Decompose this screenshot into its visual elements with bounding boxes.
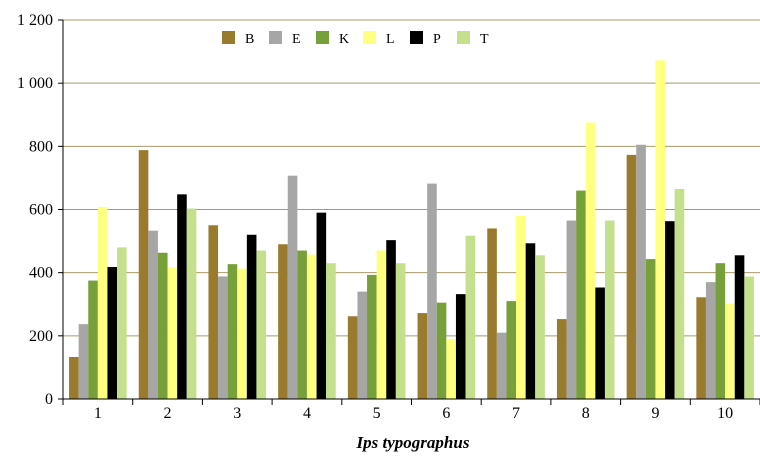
bar-t-10	[744, 276, 754, 399]
bar-t-2	[186, 208, 197, 399]
legend-swatch-e	[269, 31, 282, 44]
y-tick-label: 600	[29, 202, 53, 219]
bar-k-1	[88, 280, 98, 399]
bar-t-6	[465, 235, 476, 399]
bar-e-10	[705, 282, 716, 399]
legend-swatch-b	[222, 31, 235, 44]
x-tick-label: 9	[651, 405, 659, 422]
bar-e-5	[357, 291, 368, 399]
x-tick-label: 7	[512, 405, 520, 422]
bar-l-8	[585, 122, 596, 399]
bar-e-8	[566, 220, 577, 399]
bar-b-9	[626, 154, 637, 399]
bar-e-7	[496, 332, 507, 399]
bar-e-9	[636, 144, 646, 399]
y-tick-label: 1 200	[17, 12, 53, 29]
bar-p-1	[107, 266, 118, 399]
bar-l-9	[655, 60, 666, 399]
bar-e-1	[78, 324, 89, 399]
bar-l-1	[97, 206, 108, 399]
legend-label-b: B	[245, 32, 254, 47]
x-tick-label: 6	[442, 405, 450, 422]
bar-t-3	[256, 250, 267, 399]
legend-label-k: K	[339, 32, 349, 47]
bar-e-3	[218, 276, 228, 399]
bar-b-8	[556, 319, 567, 399]
x-tick-label: 1	[94, 405, 102, 422]
bar-e-4	[287, 175, 298, 399]
bar-b-3	[208, 225, 219, 399]
bar-l-6	[446, 338, 456, 399]
bar-p-3	[246, 234, 257, 399]
bar-t-5	[395, 263, 406, 399]
bar-l-4	[306, 254, 317, 399]
legend-label-t: T	[480, 32, 489, 47]
bar-k-5	[367, 274, 377, 399]
bar-k-10	[715, 263, 726, 399]
bar-k-3	[227, 264, 238, 399]
bar-p-8	[595, 287, 605, 399]
legend-swatch-k	[316, 31, 329, 44]
y-tick-label: 1 000	[17, 75, 53, 92]
bar-p-6	[455, 294, 466, 399]
bar-k-7	[506, 301, 517, 399]
bar-l-3	[237, 268, 247, 399]
bar-t-9	[674, 188, 685, 399]
bar-p-9	[665, 221, 675, 399]
bar-t-8	[604, 220, 615, 399]
bar-b-10	[696, 297, 706, 399]
x-axis-title: Ips typographus	[356, 433, 470, 452]
bar-b-7	[487, 228, 497, 399]
bar-l-10	[725, 303, 735, 399]
bar-p-7	[525, 243, 536, 399]
x-tick-label: 2	[164, 405, 172, 422]
legend-label-p: P	[433, 32, 441, 47]
y-tick-label: 800	[29, 138, 53, 155]
bar-e-6	[427, 183, 437, 399]
legend-label-l: L	[386, 32, 395, 47]
bar-l-2	[167, 267, 178, 399]
bar-e-2	[148, 230, 158, 399]
bar-l-7	[516, 215, 526, 399]
bar-b-2	[138, 150, 149, 399]
x-tick-label: 4	[303, 405, 311, 422]
y-tick-label: 400	[29, 265, 53, 282]
bar-b-1	[69, 356, 79, 399]
bar-k-9	[645, 259, 656, 399]
legend-label-e: E	[292, 32, 301, 47]
x-tick-label: 3	[233, 405, 241, 422]
y-tick-label: 0	[45, 391, 53, 408]
bar-k-4	[297, 250, 307, 399]
bar-p-10	[734, 255, 745, 399]
bar-t-7	[535, 255, 545, 399]
bar-k-8	[576, 190, 586, 399]
legend-swatch-t	[457, 31, 470, 44]
bar-p-4	[316, 212, 327, 399]
legend-swatch-l	[363, 31, 376, 44]
x-tick-label: 8	[582, 405, 590, 422]
bar-b-6	[417, 313, 428, 399]
x-tick-label: 10	[717, 405, 733, 422]
bar-t-1	[117, 247, 127, 399]
bar-p-2	[177, 194, 187, 399]
bar-t-4	[326, 263, 336, 399]
x-tick-label: 5	[373, 405, 381, 422]
legend-swatch-p	[410, 31, 423, 44]
bar-k-2	[157, 252, 168, 399]
bar-k-6	[436, 302, 447, 399]
bar-p-5	[386, 240, 396, 399]
bar-l-5	[376, 250, 387, 399]
bar-b-4	[278, 244, 288, 399]
y-tick-label: 200	[29, 328, 53, 345]
bar-b-5	[347, 316, 358, 399]
bars	[69, 60, 754, 399]
axes: 0 200 400 600 800 1 000 1 200 1 2 3 4 5 6 7 8 9 10	[17, 12, 760, 422]
